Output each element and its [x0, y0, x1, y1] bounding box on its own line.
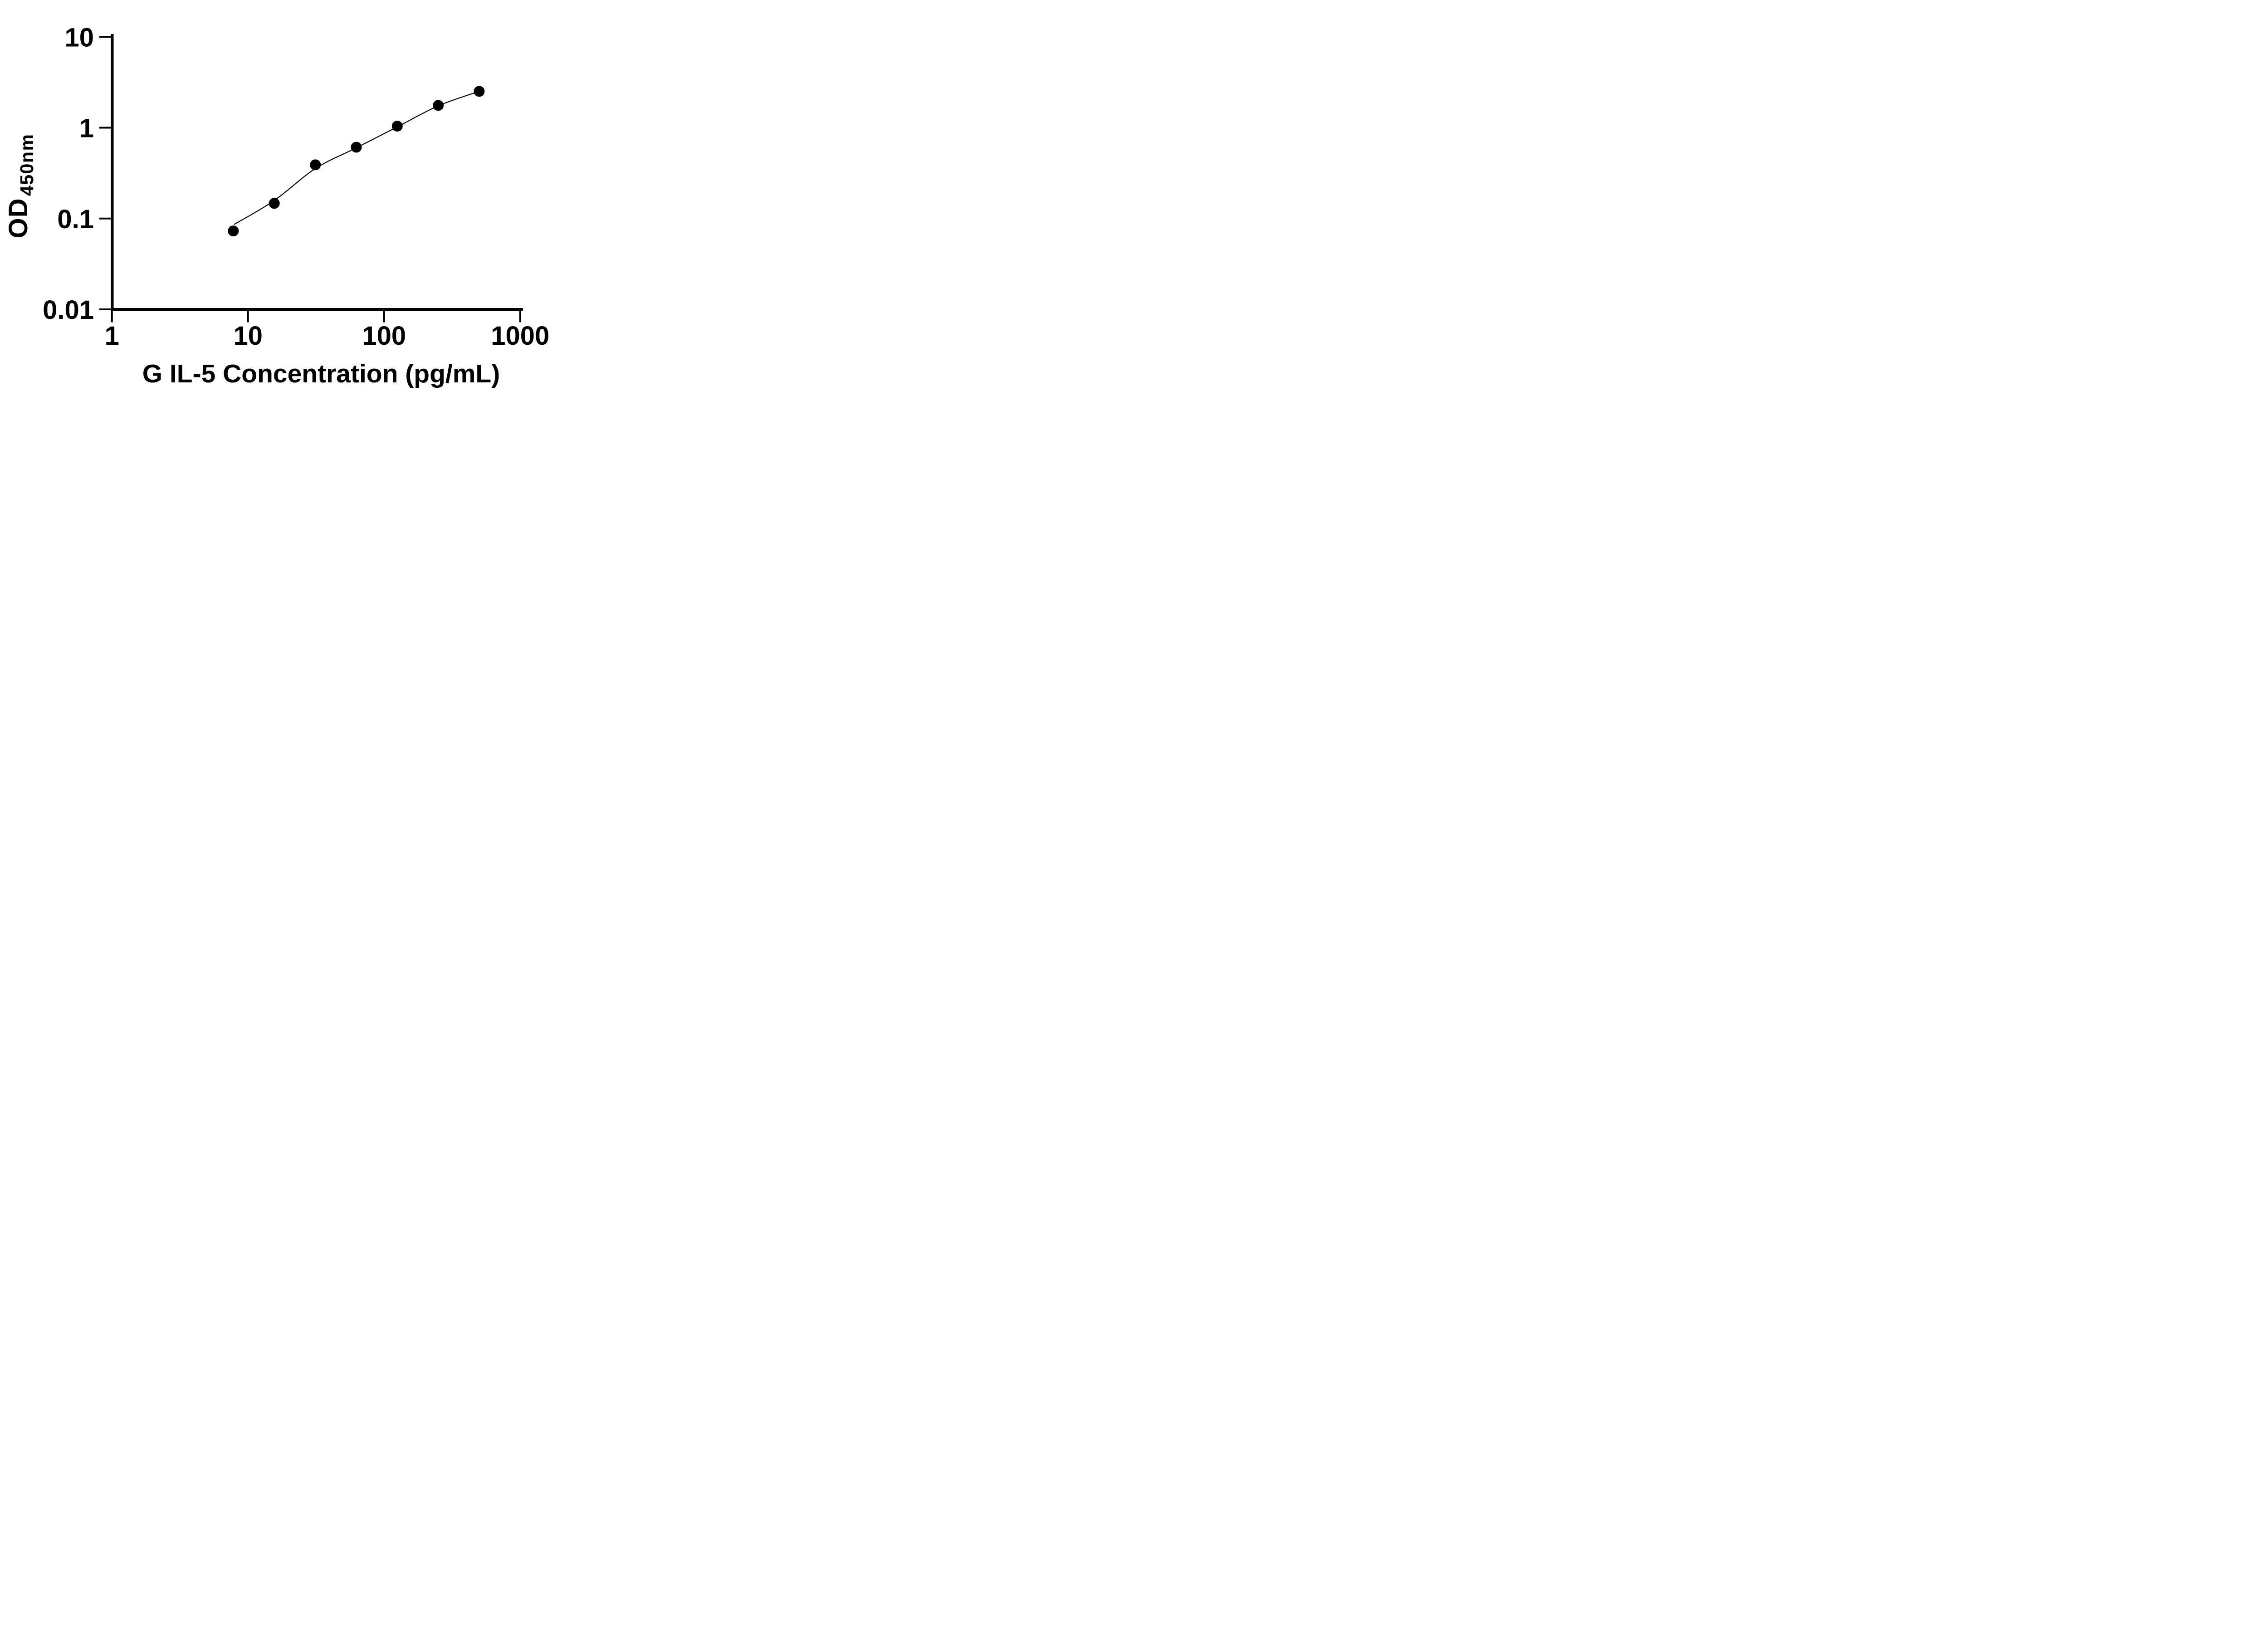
data-point-62.5 — [351, 142, 362, 153]
data-point-500 — [474, 86, 485, 97]
data-point-125 — [391, 121, 403, 132]
y-tick-label-1: 1 — [79, 114, 94, 143]
y-tick-0.01 — [99, 308, 111, 310]
y-tick-1 — [99, 127, 111, 129]
od-subscript-label: 450nm — [16, 134, 37, 196]
x-tick-1000 — [519, 311, 521, 323]
y-tick-0.1 — [99, 217, 111, 220]
data-points-group — [228, 86, 485, 237]
x-tick-label-1: 1 — [105, 321, 119, 351]
data-point-250 — [433, 100, 444, 111]
x-tick-label-1000: 1000 — [491, 321, 549, 351]
tick-labels: 10 1 0.1 0.01 1 10 100 1000 — [43, 23, 549, 351]
data-point-31.25 — [310, 159, 321, 171]
x-tick-1 — [111, 311, 113, 323]
x-tick-label-10: 10 — [233, 321, 263, 351]
x-axis-line — [111, 308, 523, 311]
x-tick-10 — [247, 311, 249, 323]
y-axis-line — [111, 34, 114, 311]
axes — [111, 34, 523, 311]
y-tick-label-0.1: 0.1 — [57, 205, 94, 234]
y-tick-label-10: 10 — [64, 23, 94, 52]
plot-svg: 10 1 0.1 0.01 1 10 100 1000 G IL-5 Concentratio… — [4, 23, 549, 388]
y-axis-title: OD 450nm — [4, 134, 37, 239]
y-tick-10 — [99, 36, 111, 38]
elisa-standard-curve-figure: 10 1 0.1 0.01 1 10 100 1000 G IL-5 Concentratio… — [0, 0, 583, 408]
ticks — [99, 36, 521, 323]
x-tick-100 — [383, 311, 385, 323]
y-tick-label-0.01: 0.01 — [43, 295, 94, 325]
od-label: OD — [4, 198, 33, 238]
x-tick-label-100: 100 — [362, 321, 406, 351]
data-point-7.8 — [228, 225, 239, 237]
data-point-15.6 — [269, 198, 280, 209]
x-axis-title: G IL-5 Concentration (pg/mL) — [142, 359, 500, 388]
